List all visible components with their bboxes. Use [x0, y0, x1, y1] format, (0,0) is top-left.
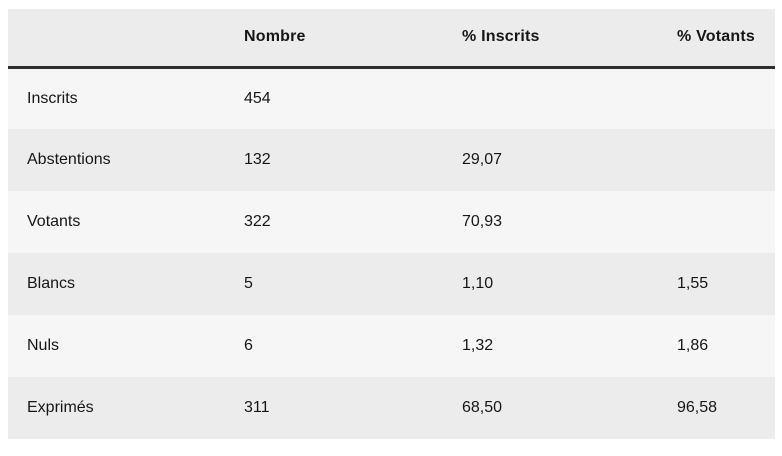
cell-pct-votants: 96,58 — [677, 399, 718, 416]
cell-nombre: 322 — [244, 213, 271, 230]
table-row-exprimes: Exprimés 311 68,50 96,58 — [8, 377, 775, 439]
cell-pct-inscrits — [462, 67, 677, 129]
cell-pct-votants — [677, 129, 775, 191]
cell-pct-inscrits: 1,32 — [462, 337, 494, 354]
row-label: Exprimés — [27, 399, 94, 416]
cell-nombre: 132 — [244, 151, 271, 168]
header-row: Nombre % Inscrits % Votants — [8, 9, 775, 69]
column-header-pct-inscrits: % Inscrits — [462, 9, 677, 69]
table-row-abstentions: Abstentions 132 29,07 — [8, 129, 775, 191]
cell-nombre: 6 — [244, 337, 253, 354]
row-label: Abstentions — [27, 151, 111, 168]
table-row-nuls: Nuls 6 1,32 1,86 — [8, 315, 775, 377]
row-label: Blancs — [27, 275, 76, 292]
cell-pct-inscrits: 1,10 — [462, 275, 494, 292]
row-label: Inscrits — [27, 89, 78, 107]
column-header-nombre: Nombre — [244, 9, 462, 69]
cell-pct-votants — [677, 191, 775, 253]
cell-pct-votants: 1,86 — [677, 337, 709, 354]
table-row-votants: Votants 322 70,93 — [8, 191, 775, 253]
column-header-pct-votants: % Votants — [677, 9, 775, 69]
row-label: Votants — [27, 213, 81, 230]
row-label: Nuls — [27, 337, 60, 354]
cell-pct-inscrits: 29,07 — [462, 151, 503, 168]
results-table: Nombre % Inscrits % Votants Inscrits 454… — [8, 9, 775, 439]
cell-pct-inscrits: 70,93 — [462, 213, 503, 230]
cell-pct-votants — [677, 67, 775, 129]
cell-nombre: 454 — [244, 89, 271, 107]
cell-nombre: 311 — [244, 399, 270, 416]
cell-nombre: 5 — [244, 275, 253, 292]
table-row-blancs: Blancs 5 1,10 1,55 — [8, 253, 775, 315]
table-row-inscrits: Inscrits 454 — [8, 67, 775, 129]
cell-pct-inscrits: 68,50 — [462, 399, 503, 416]
column-header-empty — [8, 9, 244, 69]
cell-pct-votants: 1,55 — [677, 275, 709, 292]
